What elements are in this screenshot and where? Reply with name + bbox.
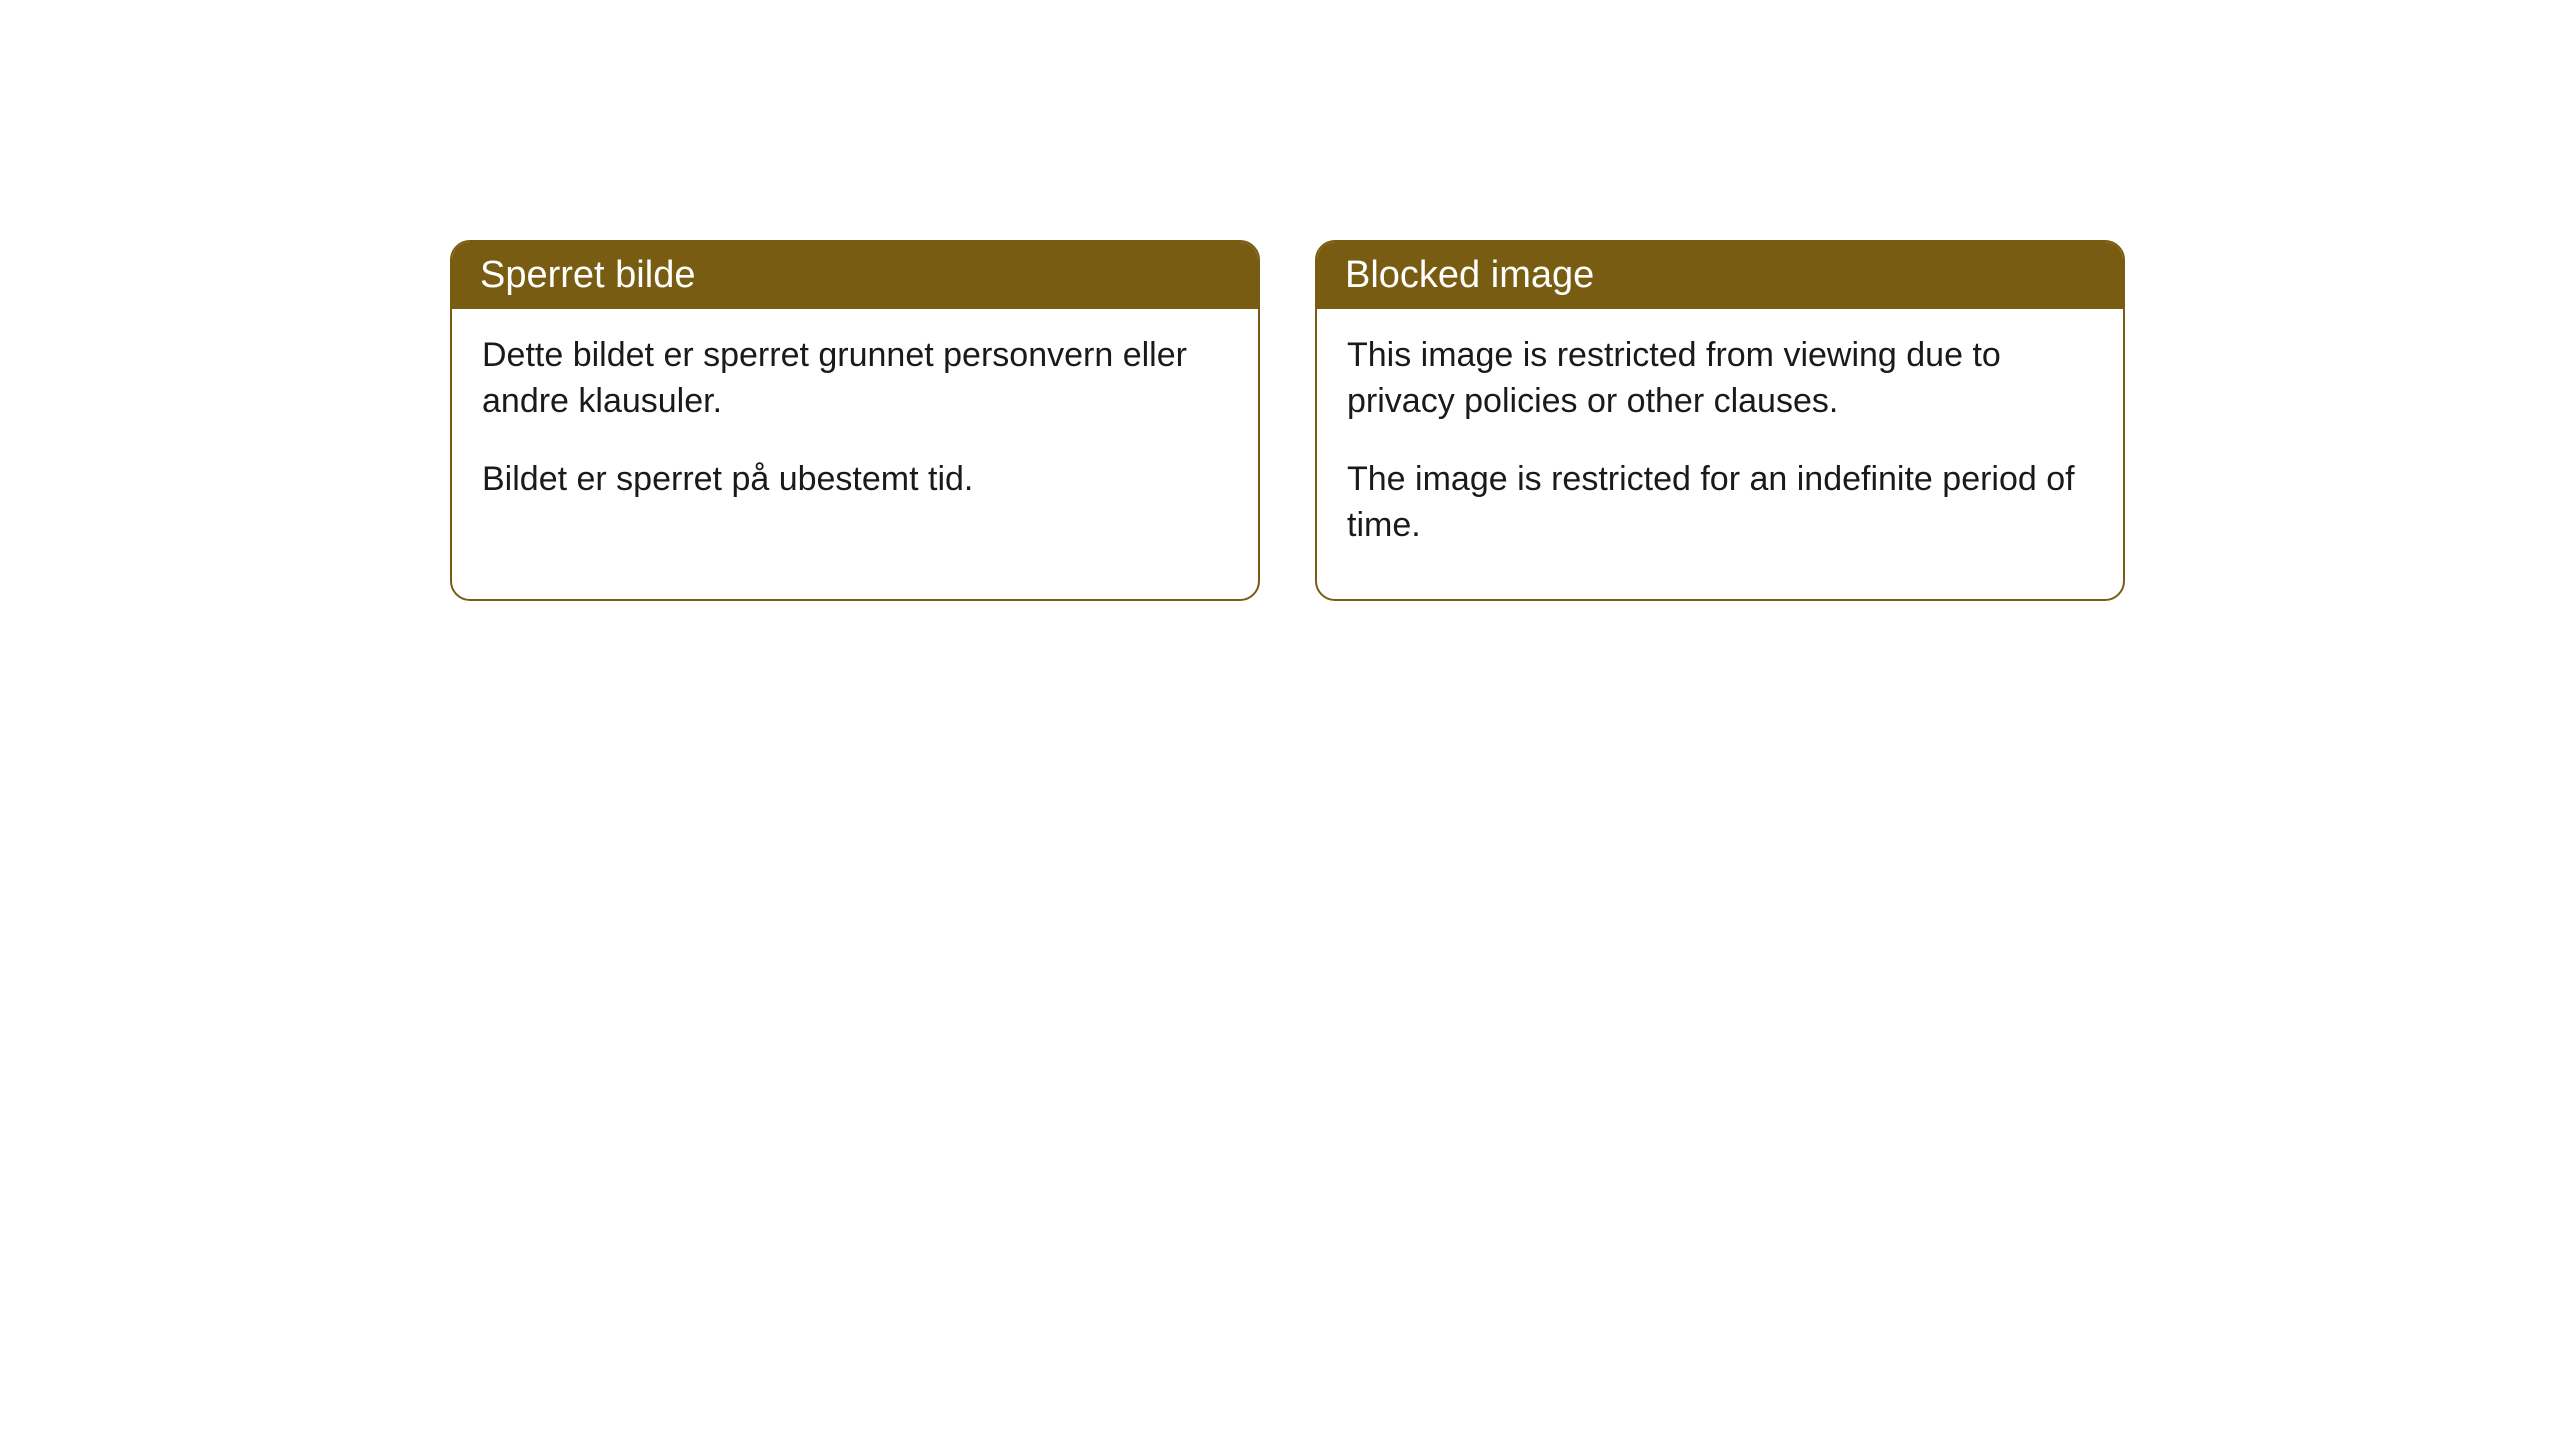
notice-container: Sperret bilde Dette bildet er sperret gr…: [0, 0, 2560, 601]
card-title: Blocked image: [1345, 254, 1594, 296]
card-header-english: Blocked image: [1317, 242, 2123, 309]
card-paragraph: This image is restricted from viewing du…: [1347, 333, 2093, 425]
card-body-english: This image is restricted from viewing du…: [1317, 309, 2123, 599]
notice-card-norwegian: Sperret bilde Dette bildet er sperret gr…: [450, 240, 1260, 601]
card-body-norwegian: Dette bildet er sperret grunnet personve…: [452, 309, 1258, 553]
card-paragraph: The image is restricted for an indefinit…: [1347, 457, 2093, 549]
card-paragraph: Bildet er sperret på ubestemt tid.: [482, 457, 1228, 503]
card-paragraph: Dette bildet er sperret grunnet personve…: [482, 333, 1228, 425]
card-title: Sperret bilde: [480, 254, 695, 296]
notice-card-english: Blocked image This image is restricted f…: [1315, 240, 2125, 601]
card-header-norwegian: Sperret bilde: [452, 242, 1258, 309]
